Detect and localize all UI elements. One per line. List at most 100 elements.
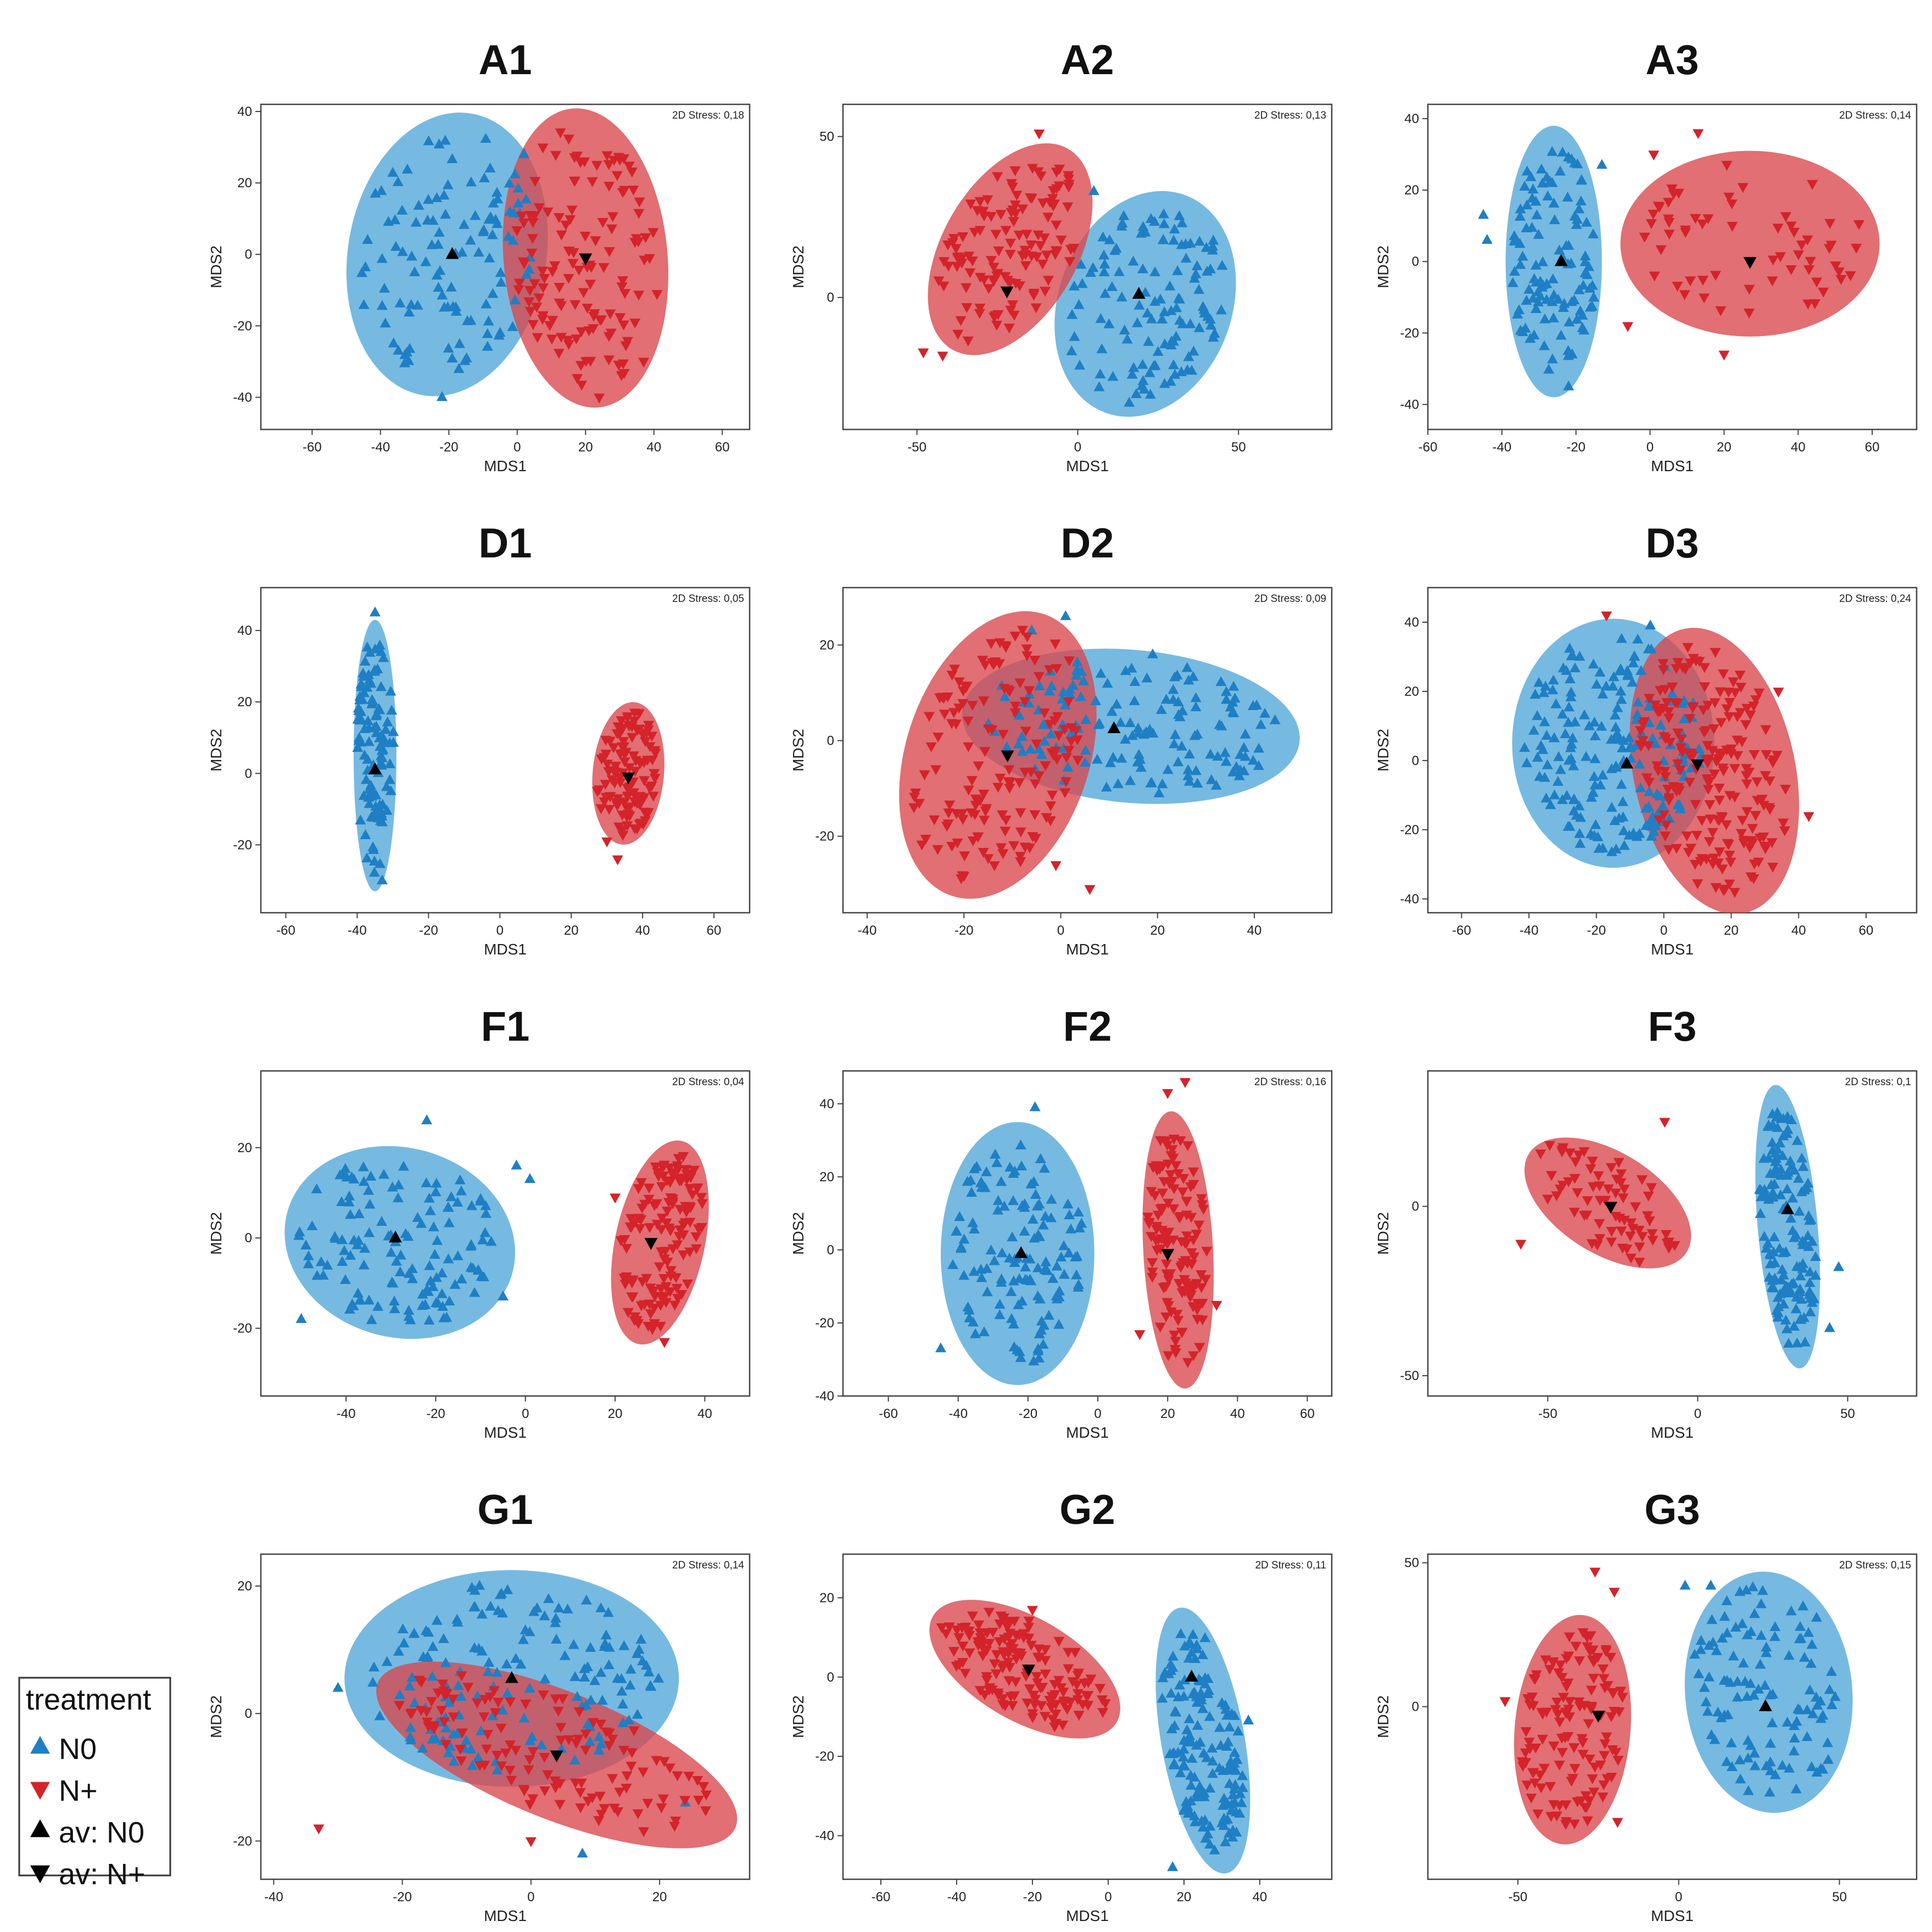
nplus-point xyxy=(957,815,969,825)
n0-point xyxy=(1135,762,1147,772)
n0-point xyxy=(1127,255,1139,266)
y-tick-label: 0 xyxy=(827,291,834,305)
n0-point xyxy=(440,1722,452,1733)
nplus-point xyxy=(664,1163,675,1174)
nplus-point xyxy=(1010,1631,1022,1641)
n0-point xyxy=(1129,675,1141,686)
nplus-point xyxy=(966,776,978,786)
n0-point xyxy=(437,289,448,300)
n0-point xyxy=(1169,1720,1180,1730)
nplus-point xyxy=(1158,1235,1170,1246)
n0-point xyxy=(1738,1657,1749,1668)
n0-point xyxy=(483,1657,495,1667)
n0-point xyxy=(1780,1246,1791,1257)
nplus-point xyxy=(1747,824,1758,834)
n0-point xyxy=(1804,1684,1816,1695)
x-tick-label: 40 xyxy=(1230,1406,1245,1421)
n0-point xyxy=(1554,165,1566,176)
nplus-point xyxy=(435,1706,447,1716)
nplus-point xyxy=(640,233,651,243)
n0-point xyxy=(1566,296,1578,306)
panel-title-g2: G2 xyxy=(1059,1487,1115,1533)
nplus-point xyxy=(1082,1691,1094,1701)
x-tick-label: 60 xyxy=(1859,923,1874,938)
n0-point xyxy=(1782,1110,1793,1121)
nplus-point xyxy=(1021,632,1033,643)
n0-point xyxy=(1765,1738,1776,1748)
n0-point xyxy=(1777,1760,1788,1770)
n0-point xyxy=(1595,779,1606,790)
nplus-point xyxy=(970,801,981,811)
n0-point xyxy=(1521,757,1533,768)
nplus-point xyxy=(1643,741,1655,751)
n0-point xyxy=(1187,1629,1199,1639)
n0-point xyxy=(512,197,524,208)
n0-point xyxy=(1059,699,1071,710)
x-tick-label: 20 xyxy=(1160,1406,1175,1421)
nplus-point xyxy=(1053,1637,1065,1647)
n0-point xyxy=(951,1226,963,1236)
y-tick-label: -40 xyxy=(815,1389,834,1404)
nplus-point xyxy=(643,725,654,735)
n0-point xyxy=(1548,197,1560,208)
n0-point xyxy=(1517,326,1528,337)
n0-point xyxy=(1056,1251,1067,1261)
n0-point xyxy=(1218,1820,1230,1830)
nplus-point xyxy=(1063,174,1075,185)
nplus-point xyxy=(997,1663,1008,1674)
nplus-point xyxy=(604,247,615,257)
nplus-point xyxy=(978,847,989,858)
y-axis-label: MDS2 xyxy=(1375,729,1392,772)
nplus-point xyxy=(1172,1169,1184,1180)
nplus-point xyxy=(1642,1211,1654,1221)
n0-point xyxy=(1215,304,1227,315)
nplus-point xyxy=(1211,1300,1222,1311)
n0-point xyxy=(1594,666,1606,677)
n0-point xyxy=(1224,1778,1235,1788)
stress-label: 2D Stress: 0,11 xyxy=(1255,1560,1326,1571)
n0-point xyxy=(1815,1713,1827,1723)
nplus-point xyxy=(1084,885,1096,895)
n0-point xyxy=(337,1256,348,1266)
n0-point xyxy=(1132,722,1144,733)
n0-point xyxy=(1755,1659,1766,1669)
nplus-point xyxy=(1046,790,1058,801)
n0-point xyxy=(449,1278,461,1289)
nplus-point xyxy=(984,1683,996,1694)
nplus-point xyxy=(1143,1219,1155,1230)
nplus-point xyxy=(1606,1237,1617,1248)
n0-point xyxy=(1124,717,1136,728)
n0-point xyxy=(443,1747,454,1757)
n0-point xyxy=(1174,1679,1186,1690)
nplus-point xyxy=(1663,796,1675,806)
n0-point xyxy=(1721,1756,1733,1766)
n0-point xyxy=(1099,258,1110,269)
nplus-point xyxy=(1038,708,1050,719)
n0-point xyxy=(358,1259,370,1270)
nplus-point xyxy=(1712,815,1724,825)
n0-point xyxy=(1726,1761,1738,1772)
nplus-point xyxy=(1168,1184,1180,1194)
n0-point xyxy=(1073,1278,1084,1289)
n0-point xyxy=(1058,1240,1070,1250)
n0-point xyxy=(436,1267,448,1278)
n0-point xyxy=(1032,1290,1043,1300)
nplus-point xyxy=(621,1244,632,1254)
nplus-point xyxy=(1707,746,1718,756)
n0-point xyxy=(343,1196,355,1207)
n0-point xyxy=(1806,1639,1818,1649)
n0-point xyxy=(517,1634,529,1644)
nplus-point xyxy=(1616,1169,1627,1180)
n0-point xyxy=(1215,676,1227,686)
nplus-point xyxy=(643,721,655,731)
nplus-point xyxy=(1015,808,1026,818)
n0-point xyxy=(1571,219,1582,229)
n0-point xyxy=(1521,199,1533,210)
nplus-point xyxy=(576,327,587,338)
x-axis-label: MDS1 xyxy=(1066,457,1109,474)
nplus-point xyxy=(1072,1689,1084,1699)
nplus-point xyxy=(1046,748,1058,758)
n0-point xyxy=(483,315,494,326)
